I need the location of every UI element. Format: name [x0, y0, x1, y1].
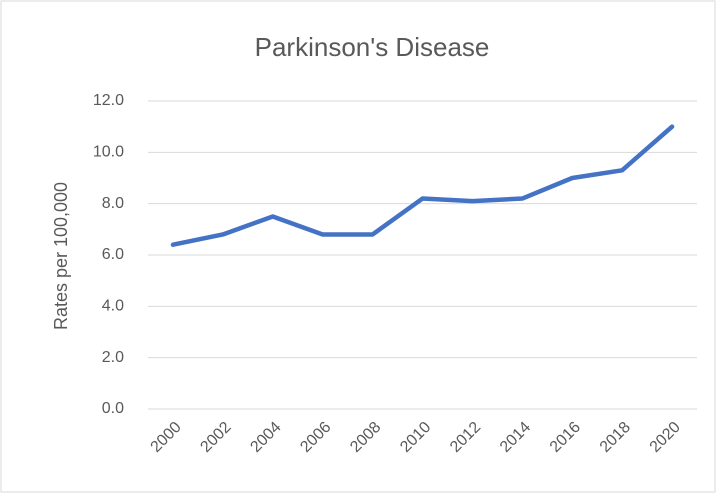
line	[170, 124, 675, 247]
y-tick-label: 4.0	[102, 298, 124, 315]
y-tick-label: 6.0	[102, 246, 124, 263]
chart-title: Parkinson's Disease	[255, 32, 490, 62]
y-tick-label: 2.0	[102, 349, 124, 366]
y-tick-label: 8.0	[102, 195, 124, 212]
y-axis-label: Rates per 100,000	[51, 182, 71, 330]
y-tick-label: 10.0	[93, 144, 124, 161]
y-tick-label: 12.0	[93, 92, 124, 109]
y-tick-label: 0.0	[102, 400, 124, 417]
